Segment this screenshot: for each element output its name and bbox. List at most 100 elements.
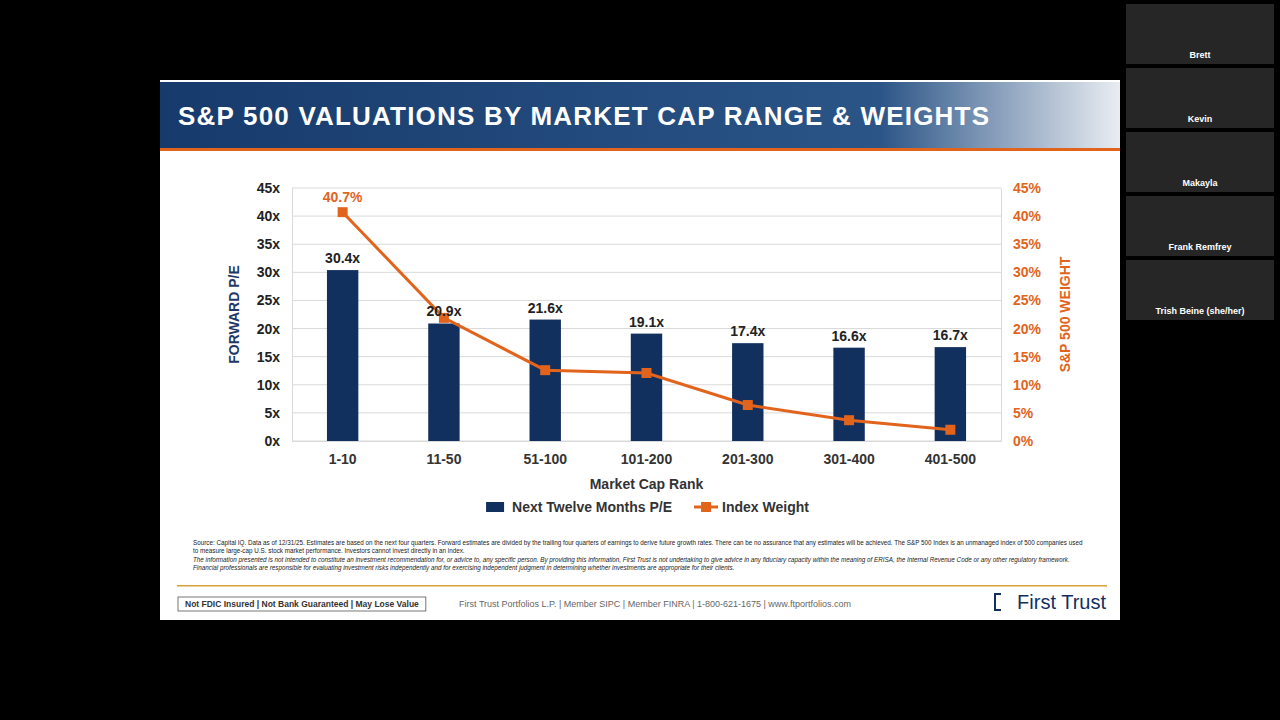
y-tick: 30x: [257, 264, 292, 280]
x-tick: 301-400: [823, 441, 875, 467]
legend: Next Twelve Months P/E Index Weight: [486, 499, 809, 515]
y-tick: 35x: [257, 236, 292, 252]
participant-tile: [1126, 132, 1274, 192]
y2-tick-label: 25%: [1013, 292, 1042, 308]
y2-tick-label: 30%: [1013, 264, 1042, 280]
legend-label: Index Weight: [722, 499, 809, 515]
x-axis-title: Market Cap Rank: [590, 476, 704, 492]
grid: [292, 188, 1001, 441]
title-bar: [160, 82, 1120, 148]
y-tick-label: 10x: [257, 377, 281, 393]
y-tick-label: 30x: [257, 264, 281, 280]
y2-tick: 15%: [1001, 349, 1042, 365]
y-tick: 5x: [264, 405, 292, 421]
line-marker: [540, 365, 550, 375]
footer-rule: [177, 585, 1107, 587]
grid-line: [292, 244, 1001, 245]
data-label: 16.7x: [933, 327, 968, 343]
y-tick-label: 0x: [264, 433, 280, 449]
x-axis-line: [293, 441, 1002, 442]
grid-line: [292, 188, 1001, 189]
y2-axis-line: [1001, 189, 1002, 442]
y2-tick-label: 35%: [1013, 236, 1042, 252]
x-tick-label: 401-500: [925, 451, 977, 467]
y2-tick: 0%: [1001, 433, 1034, 449]
data-label: 40.7%: [323, 189, 363, 205]
y-tick: 40x: [257, 208, 292, 224]
y-tick: 15x: [257, 349, 292, 365]
y-tick: 20x: [257, 321, 292, 337]
participant-name: Kevin: [1188, 114, 1213, 124]
y-tick-label: 45x: [257, 180, 281, 196]
x-tick-label: 11-50: [426, 451, 461, 467]
y2-tick: 5%: [1001, 405, 1034, 421]
participant-name: Frank Remfrey: [1168, 242, 1231, 252]
bar: [732, 343, 763, 441]
y-tick: 10x: [257, 377, 292, 393]
bar: [530, 320, 561, 441]
line-marker: [338, 207, 348, 217]
data-label: 19.1x: [629, 314, 664, 330]
y2-tick-label: 20%: [1013, 321, 1042, 337]
legend-label: Next Twelve Months P/E: [512, 499, 672, 515]
y2-axis: 0% 5% 10% 15% 20% 25% 30% 35% 40% 45%: [1001, 180, 1042, 449]
x-tick-label: 101-200: [621, 451, 673, 467]
y-tick-label: 20x: [257, 321, 281, 337]
disclaimer: The information presented is not intende…: [193, 556, 1083, 572]
y2-tick-label: 10%: [1013, 377, 1042, 393]
data-label: 30.4x: [325, 250, 360, 266]
x-tick: 101-200: [621, 441, 673, 467]
y2-axis-title: S&P 500 WEIGHT: [1057, 256, 1073, 372]
y2-tick: 45%: [1001, 180, 1042, 196]
x-axis: 1-10 11-50 51-100 101-200 201-300 301-400 401-…: [293, 441, 1002, 467]
slide: [160, 80, 1120, 620]
source-note: Source: Capital IQ. Data as of 12/31/25.…: [193, 539, 1083, 555]
participant-name: Makayla: [1182, 178, 1218, 188]
data-label: 20.9x: [426, 303, 461, 319]
x-tick-label: 201-300: [722, 451, 774, 467]
line-marker: [743, 400, 753, 410]
bar: [833, 348, 864, 441]
footer-logo: First Trust: [1017, 591, 1106, 613]
y-tick-label: 35x: [257, 236, 281, 252]
participant-name: Trish Beine (she/her): [1155, 306, 1244, 316]
y2-tick: 35%: [1001, 236, 1042, 252]
y2-tick-label: 40%: [1013, 208, 1042, 224]
title-underline: [160, 148, 1120, 151]
y2-tick: 10%: [1001, 377, 1042, 393]
y2-tick: 30%: [1001, 264, 1042, 280]
y-axis: 0x 5x 10x 15x 20x 25x 30x 35x 40x 45x: [257, 180, 293, 449]
bar: [631, 334, 662, 441]
chart-title: S&P 500 VALUATIONS BY MARKET CAP RANGE &…: [178, 101, 990, 131]
y2-tick: 20%: [1001, 321, 1042, 337]
participant-tile: [1126, 260, 1274, 320]
x-tick-label: 301-400: [823, 451, 875, 467]
y2-tick-label: 0%: [1013, 433, 1034, 449]
legend-swatch: [486, 502, 504, 512]
line-marker: [945, 425, 955, 435]
bar: [428, 323, 459, 441]
chart-svg: S&P 500 VALUATIONS BY MARKET CAP RANGE &…: [0, 0, 1280, 720]
x-tick-label: 1-10: [329, 451, 357, 467]
x-tick: 51-100: [523, 441, 567, 467]
legend-swatch: [701, 502, 711, 512]
y-tick-label: 15x: [257, 349, 281, 365]
legend-item: Index Weight: [694, 499, 809, 515]
y2-tick: 40%: [1001, 208, 1042, 224]
line: [343, 212, 951, 430]
grid-line: [292, 216, 1001, 217]
bar: [327, 270, 358, 441]
y2-tick-label: 5%: [1013, 405, 1034, 421]
data-label: 17.4x: [730, 323, 765, 339]
x-tick: 1-10: [329, 441, 357, 467]
data-label: 21.6x: [528, 300, 563, 316]
footer-center: First Trust Portfolios L.P. | Member SIP…: [459, 599, 851, 609]
y-axis-line: [292, 189, 293, 442]
line-marker: [844, 415, 854, 425]
background: [0, 0, 1280, 720]
y-tick-label: 25x: [257, 292, 281, 308]
y-tick: 45x: [257, 180, 292, 196]
line-marker: [642, 368, 652, 378]
y-tick-label: 40x: [257, 208, 281, 224]
data-labels: 30.4x20.9x21.6x19.1x17.4x16.6x16.7x40.7%: [323, 189, 968, 343]
